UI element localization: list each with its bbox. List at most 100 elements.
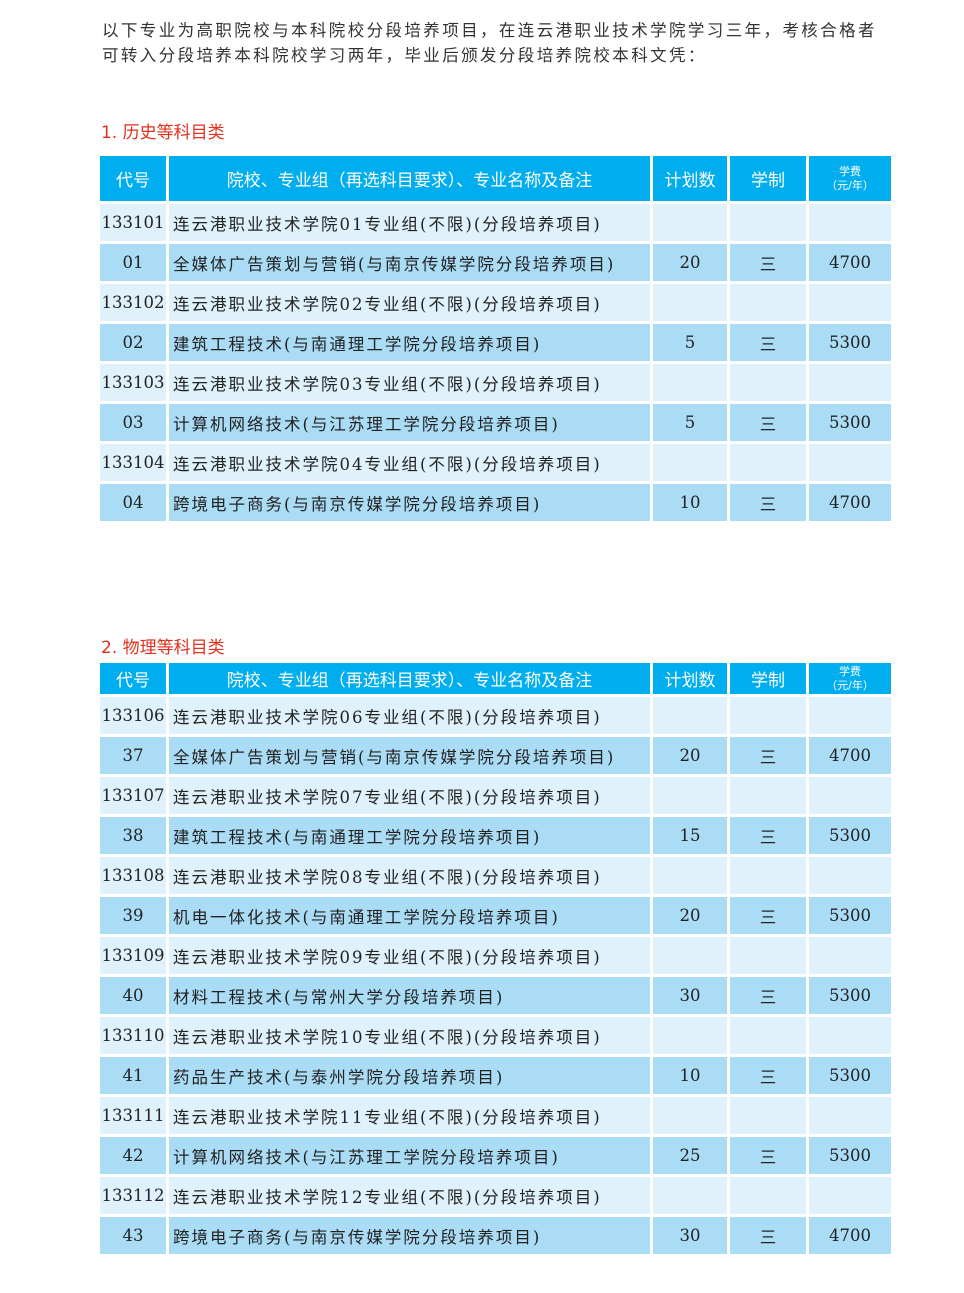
cell-name: 全媒体广告策划与营销(与南京传媒学院分段培养项目) bbox=[169, 737, 650, 774]
cell-plan bbox=[653, 284, 727, 321]
cell-plan: 5 bbox=[653, 324, 727, 361]
cell-name: 连云港职业技术学院04专业组(不限)(分段培养项目) bbox=[169, 444, 650, 481]
header-row: 代号 院校、专业组（再选科目要求）、专业名称及备注 计划数 学制 学费 （元/年） bbox=[100, 663, 891, 694]
cell-fee bbox=[809, 284, 891, 321]
cell-code: 133111 bbox=[100, 1097, 166, 1134]
group-row: 133102 连云港职业技术学院02专业组(不限)(分段培养项目) bbox=[100, 284, 891, 321]
cell-years: 三 bbox=[730, 897, 806, 934]
cell-code: 133106 bbox=[100, 697, 166, 734]
section-title: 1. 历史等科目类 bbox=[101, 123, 225, 143]
cell-fee bbox=[809, 937, 891, 974]
cell-name: 连云港职业技术学院12专业组(不限)(分段培养项目) bbox=[169, 1177, 650, 1214]
cell-name: 连云港职业技术学院07专业组(不限)(分段培养项目) bbox=[169, 777, 650, 814]
section-title: 2. 物理等科目类 bbox=[101, 638, 225, 658]
cell-years bbox=[730, 444, 806, 481]
cell-plan: 15 bbox=[653, 817, 727, 854]
cell-years bbox=[730, 284, 806, 321]
cell-code: 42 bbox=[100, 1137, 166, 1174]
cell-code: 41 bbox=[100, 1057, 166, 1094]
major-row: 40 材料工程技术(与常州大学分段培养项目) 30 三 5300 bbox=[100, 977, 891, 1014]
group-row: 133111 连云港职业技术学院11专业组(不限)(分段培养项目) bbox=[100, 1097, 891, 1134]
cell-years: 三 bbox=[730, 404, 806, 441]
major-row: 37 全媒体广告策划与营销(与南京传媒学院分段培养项目) 20 三 4700 bbox=[100, 737, 891, 774]
cell-code: 133102 bbox=[100, 284, 166, 321]
cell-name: 连云港职业技术学院08专业组(不限)(分段培养项目) bbox=[169, 857, 650, 894]
major-row: 41 药品生产技术(与泰州学院分段培养项目) 10 三 5300 bbox=[100, 1057, 891, 1094]
major-row: 02 建筑工程技术(与南通理工学院分段培养项目) 5 三 5300 bbox=[100, 324, 891, 361]
cell-fee bbox=[809, 1097, 891, 1134]
cell-name: 计算机网络技术(与江苏理工学院分段培养项目) bbox=[169, 1137, 650, 1174]
cell-plan: 10 bbox=[653, 1057, 727, 1094]
cell-code: 01 bbox=[100, 244, 166, 281]
group-row: 133109 连云港职业技术学院09专业组(不限)(分段培养项目) bbox=[100, 937, 891, 974]
header-fee: 学费 （元/年） bbox=[809, 663, 891, 694]
cell-name: 建筑工程技术(与南通理工学院分段培养项目) bbox=[169, 324, 650, 361]
major-row: 42 计算机网络技术(与江苏理工学院分段培养项目) 25 三 5300 bbox=[100, 1137, 891, 1174]
cell-years bbox=[730, 1017, 806, 1054]
cell-fee: 4700 bbox=[809, 737, 891, 774]
group-row: 133101 连云港职业技术学院01专业组(不限)(分段培养项目) bbox=[100, 204, 891, 241]
cell-plan bbox=[653, 364, 727, 401]
group-row: 133112 连云港职业技术学院12专业组(不限)(分段培养项目) bbox=[100, 1177, 891, 1214]
group-row: 133107 连云港职业技术学院07专业组(不限)(分段培养项目) bbox=[100, 777, 891, 814]
cell-plan: 10 bbox=[653, 484, 727, 521]
major-row: 04 跨境电子商务(与南京传媒学院分段培养项目) 10 三 4700 bbox=[100, 484, 891, 521]
cell-years: 三 bbox=[730, 1057, 806, 1094]
cell-fee: 5300 bbox=[809, 897, 891, 934]
major-row: 39 机电一体化技术(与南通理工学院分段培养项目) 20 三 5300 bbox=[100, 897, 891, 934]
fee-label: 学费 bbox=[839, 164, 861, 178]
cell-code: 133107 bbox=[100, 777, 166, 814]
cell-years bbox=[730, 697, 806, 734]
history-table: 代号 院校、专业组（再选科目要求）、专业名称及备注 计划数 学制 学费 （元/年） 1331… bbox=[97, 153, 894, 524]
cell-code: 133103 bbox=[100, 364, 166, 401]
header-name: 院校、专业组（再选科目要求）、专业名称及备注 bbox=[169, 156, 650, 201]
cell-name: 机电一体化技术(与南通理工学院分段培养项目) bbox=[169, 897, 650, 934]
cell-code: 03 bbox=[100, 404, 166, 441]
cell-plan bbox=[653, 1017, 727, 1054]
header-years: 学制 bbox=[730, 663, 806, 694]
cell-years: 三 bbox=[730, 817, 806, 854]
cell-plan bbox=[653, 444, 727, 481]
cell-code: 133101 bbox=[100, 204, 166, 241]
cell-plan: 30 bbox=[653, 1217, 727, 1254]
cell-code: 133109 bbox=[100, 937, 166, 974]
physics-table: 代号 院校、专业组（再选科目要求）、专业名称及备注 计划数 学制 学费 （元/年） 1331… bbox=[97, 660, 894, 1257]
group-row: 133108 连云港职业技术学院08专业组(不限)(分段培养项目) bbox=[100, 857, 891, 894]
cell-name: 连云港职业技术学院06专业组(不限)(分段培养项目) bbox=[169, 697, 650, 734]
cell-plan: 25 bbox=[653, 1137, 727, 1174]
cell-fee bbox=[809, 697, 891, 734]
cell-name: 全媒体广告策划与营销(与南京传媒学院分段培养项目) bbox=[169, 244, 650, 281]
cell-plan: 20 bbox=[653, 897, 727, 934]
cell-fee: 5300 bbox=[809, 324, 891, 361]
header-code: 代号 bbox=[100, 156, 166, 201]
cell-name: 药品生产技术(与泰州学院分段培养项目) bbox=[169, 1057, 650, 1094]
cell-name: 跨境电子商务(与南京传媒学院分段培养项目) bbox=[169, 484, 650, 521]
cell-name: 连云港职业技术学院01专业组(不限)(分段培养项目) bbox=[169, 204, 650, 241]
cell-code: 133108 bbox=[100, 857, 166, 894]
major-row: 43 跨境电子商务(与南京传媒学院分段培养项目) 30 三 4700 bbox=[100, 1217, 891, 1254]
cell-plan bbox=[653, 697, 727, 734]
cell-name: 连云港职业技术学院11专业组(不限)(分段培养项目) bbox=[169, 1097, 650, 1134]
major-row: 03 计算机网络技术(与江苏理工学院分段培养项目) 5 三 5300 bbox=[100, 404, 891, 441]
header-years: 学制 bbox=[730, 156, 806, 201]
cell-fee: 5300 bbox=[809, 817, 891, 854]
cell-years: 三 bbox=[730, 484, 806, 521]
cell-years: 三 bbox=[730, 1217, 806, 1254]
fee-label: 学费 bbox=[839, 664, 861, 678]
header-code: 代号 bbox=[100, 663, 166, 694]
cell-name: 连云港职业技术学院09专业组(不限)(分段培养项目) bbox=[169, 937, 650, 974]
cell-fee bbox=[809, 204, 891, 241]
group-row: 133110 连云港职业技术学院10专业组(不限)(分段培养项目) bbox=[100, 1017, 891, 1054]
group-row: 133103 连云港职业技术学院03专业组(不限)(分段培养项目) bbox=[100, 364, 891, 401]
cell-name: 建筑工程技术(与南通理工学院分段培养项目) bbox=[169, 817, 650, 854]
cell-plan: 5 bbox=[653, 404, 727, 441]
cell-code: 43 bbox=[100, 1217, 166, 1254]
cell-code: 40 bbox=[100, 977, 166, 1014]
header-row: 代号 院校、专业组（再选科目要求）、专业名称及备注 计划数 学制 学费 （元/年） bbox=[100, 156, 891, 201]
major-row: 38 建筑工程技术(与南通理工学院分段培养项目) 15 三 5300 bbox=[100, 817, 891, 854]
cell-plan: 20 bbox=[653, 244, 727, 281]
cell-years: 三 bbox=[730, 977, 806, 1014]
cell-years bbox=[730, 937, 806, 974]
cell-name: 计算机网络技术(与江苏理工学院分段培养项目) bbox=[169, 404, 650, 441]
cell-years bbox=[730, 204, 806, 241]
